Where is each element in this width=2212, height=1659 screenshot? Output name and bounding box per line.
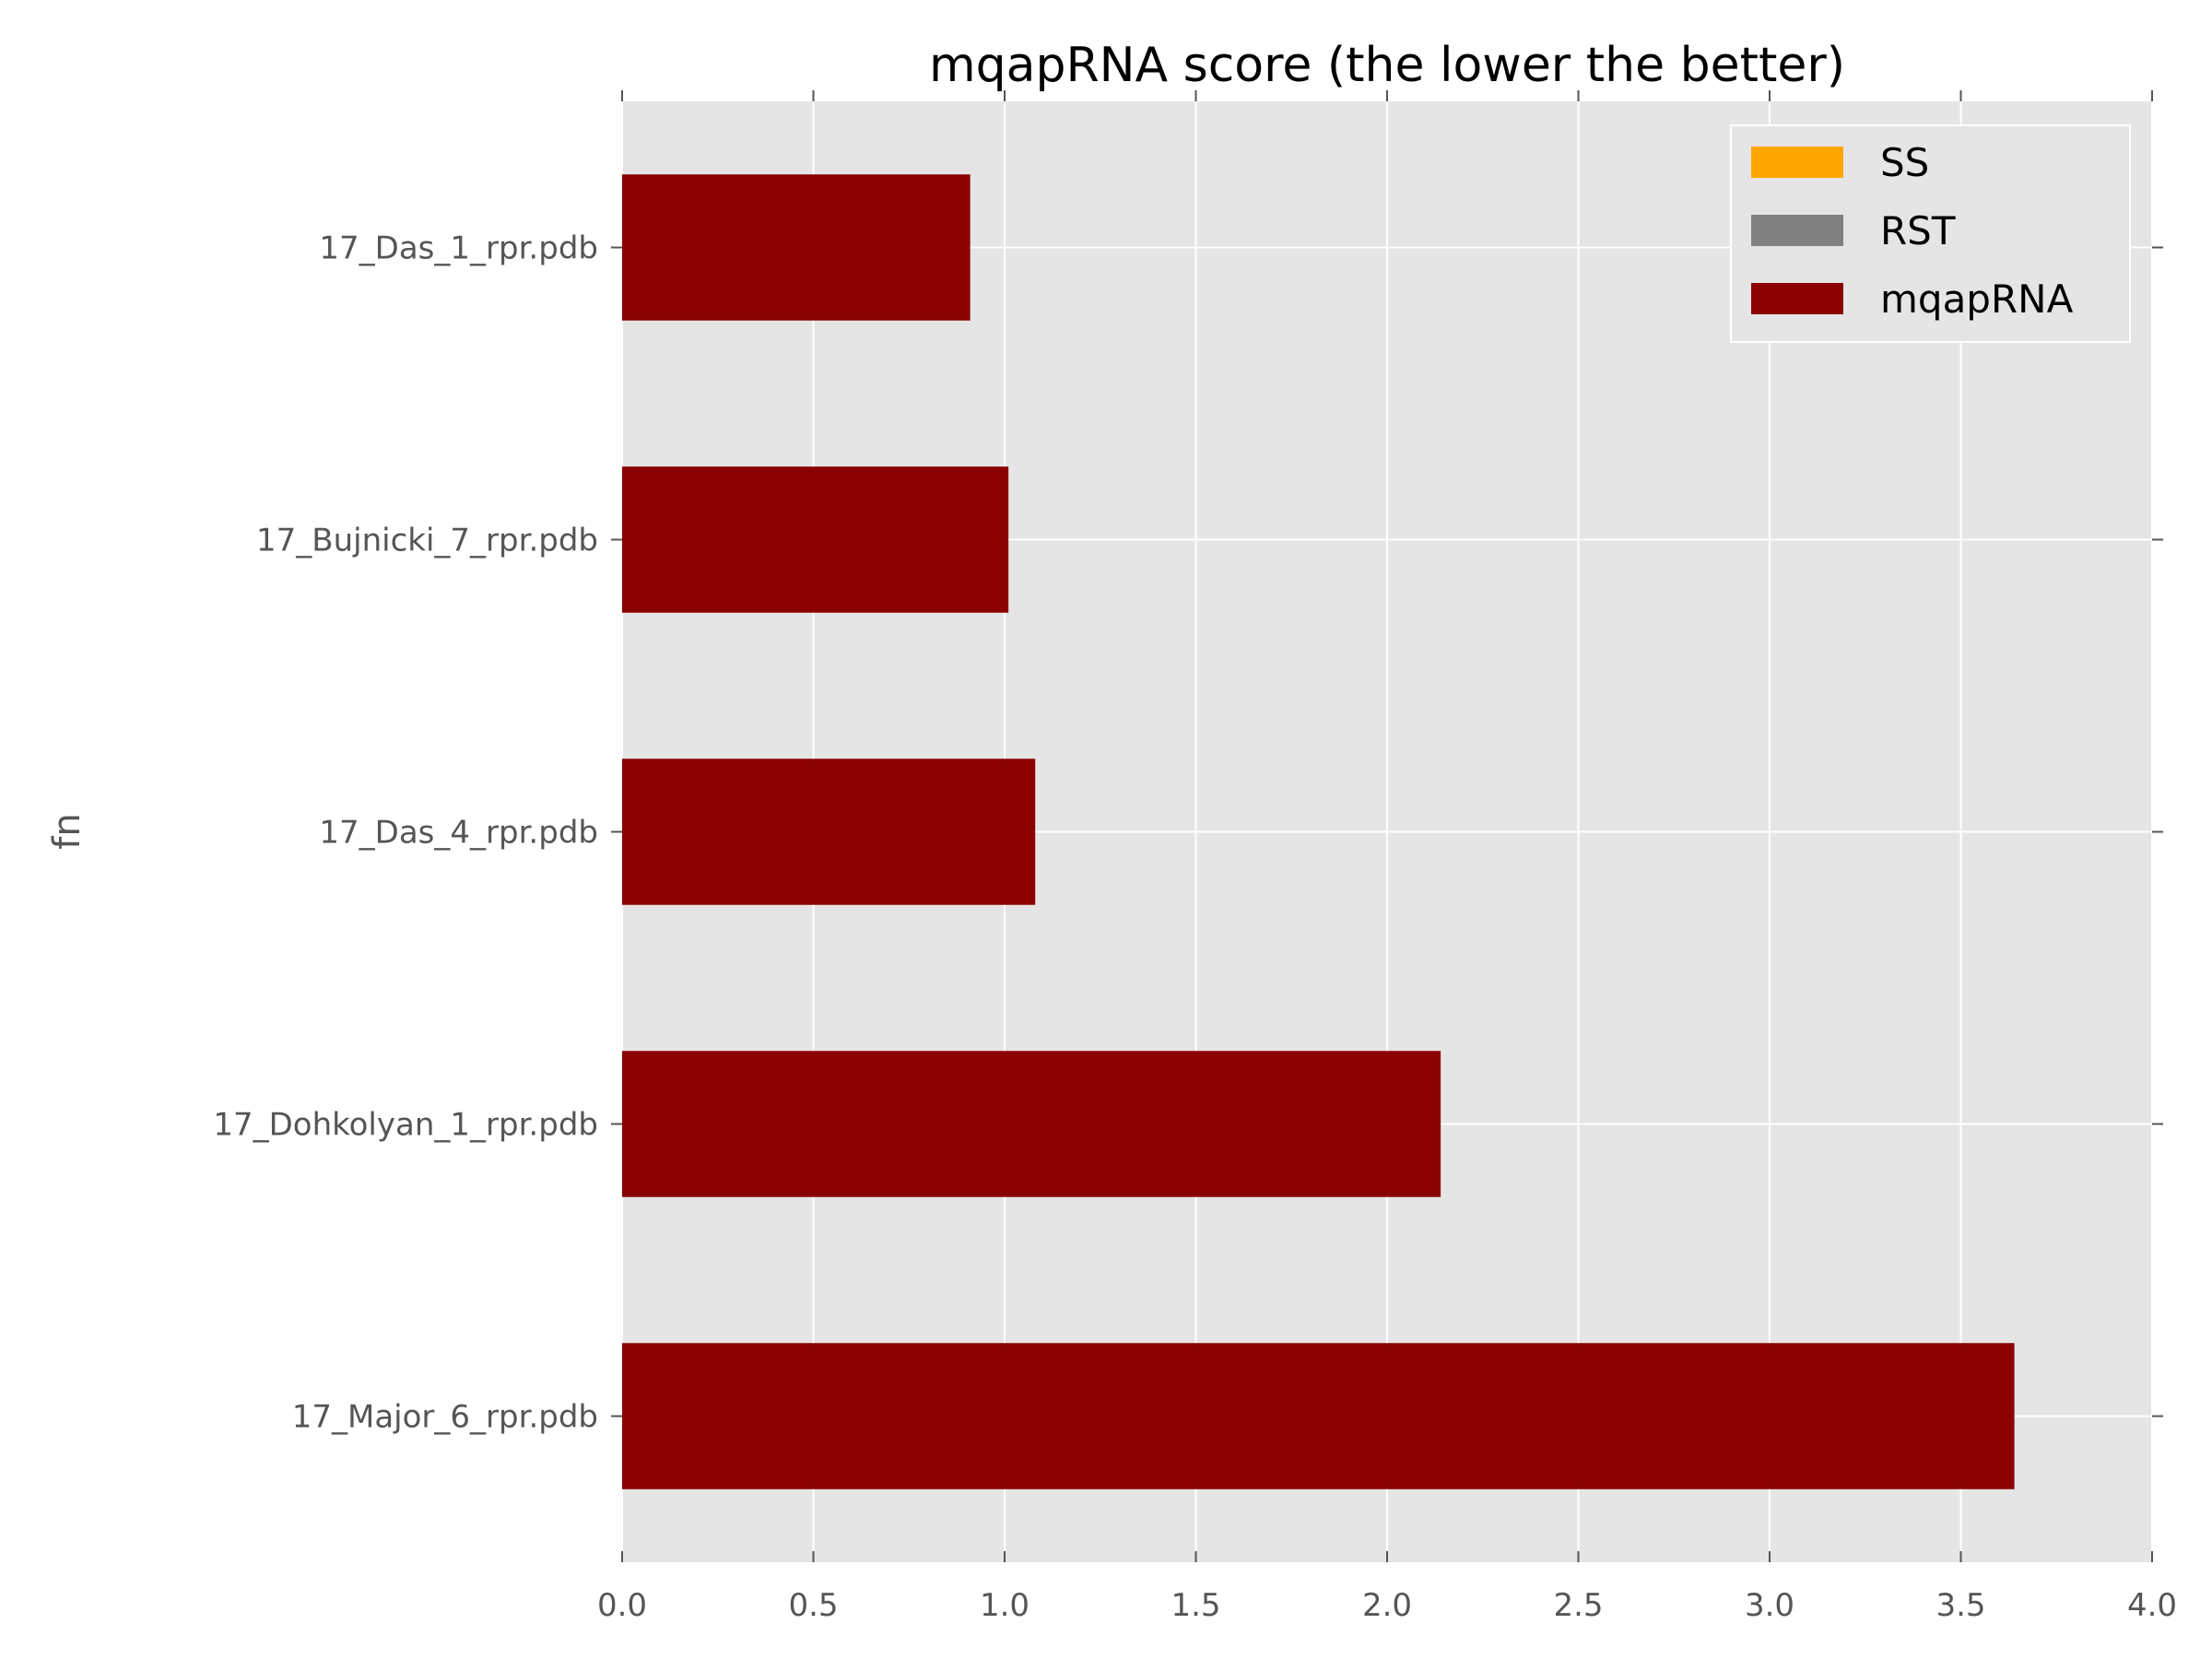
x-tick-label: 1.5 <box>1171 1587 1220 1624</box>
y-tick-label: 17_Dohkolyan_1_rpr.pdb <box>213 1107 598 1144</box>
x-tick-label: 1.0 <box>980 1587 1030 1624</box>
legend-swatch <box>1751 283 1843 314</box>
legend: SS RST mqapRNA <box>1730 124 2131 343</box>
legend-swatch <box>1751 215 1843 246</box>
bar-mqaprna <box>622 466 1009 613</box>
y-tick-label: 17_Major_6_rpr.pdb <box>292 1399 598 1436</box>
x-tick-label: 3.5 <box>1936 1587 1985 1624</box>
x-tick-label: 0.0 <box>597 1587 647 1624</box>
bar-mqaprna <box>622 174 971 321</box>
legend-label: SS <box>1880 140 1929 185</box>
x-tick-label: 2.5 <box>1553 1587 1603 1624</box>
x-tick-label: 3.0 <box>1745 1587 1794 1624</box>
y-tick-label: 17_Das_4_rpr.pdb <box>319 815 598 852</box>
x-tick-label: 4.0 <box>2127 1587 2177 1624</box>
bars <box>622 174 2015 1489</box>
chart-title: mqapRNA score (the lower the better) <box>929 38 1845 93</box>
axis-ticks: 0.0 0.5 1.0 1.5 2.0 2.5 3.0 3.5 4.0 17_Das_1_rpr.… <box>213 90 2177 1624</box>
bar-mqaprna <box>622 1343 2015 1489</box>
y-axis-label: fn <box>46 813 88 849</box>
legend-label: RST <box>1880 208 1956 253</box>
x-tick-label: 2.0 <box>1362 1587 1412 1624</box>
y-tick-label: 17_Bujnicki_7_rpr.pdb <box>256 523 598 559</box>
x-tick-label: 0.5 <box>788 1587 838 1624</box>
bar-mqaprna <box>622 759 1036 905</box>
bar-mqaprna <box>622 1051 1441 1197</box>
legend-swatch <box>1751 147 1843 178</box>
legend-label: mqapRNA <box>1880 276 2074 322</box>
y-tick-label: 17_Das_1_rpr.pdb <box>319 230 598 267</box>
